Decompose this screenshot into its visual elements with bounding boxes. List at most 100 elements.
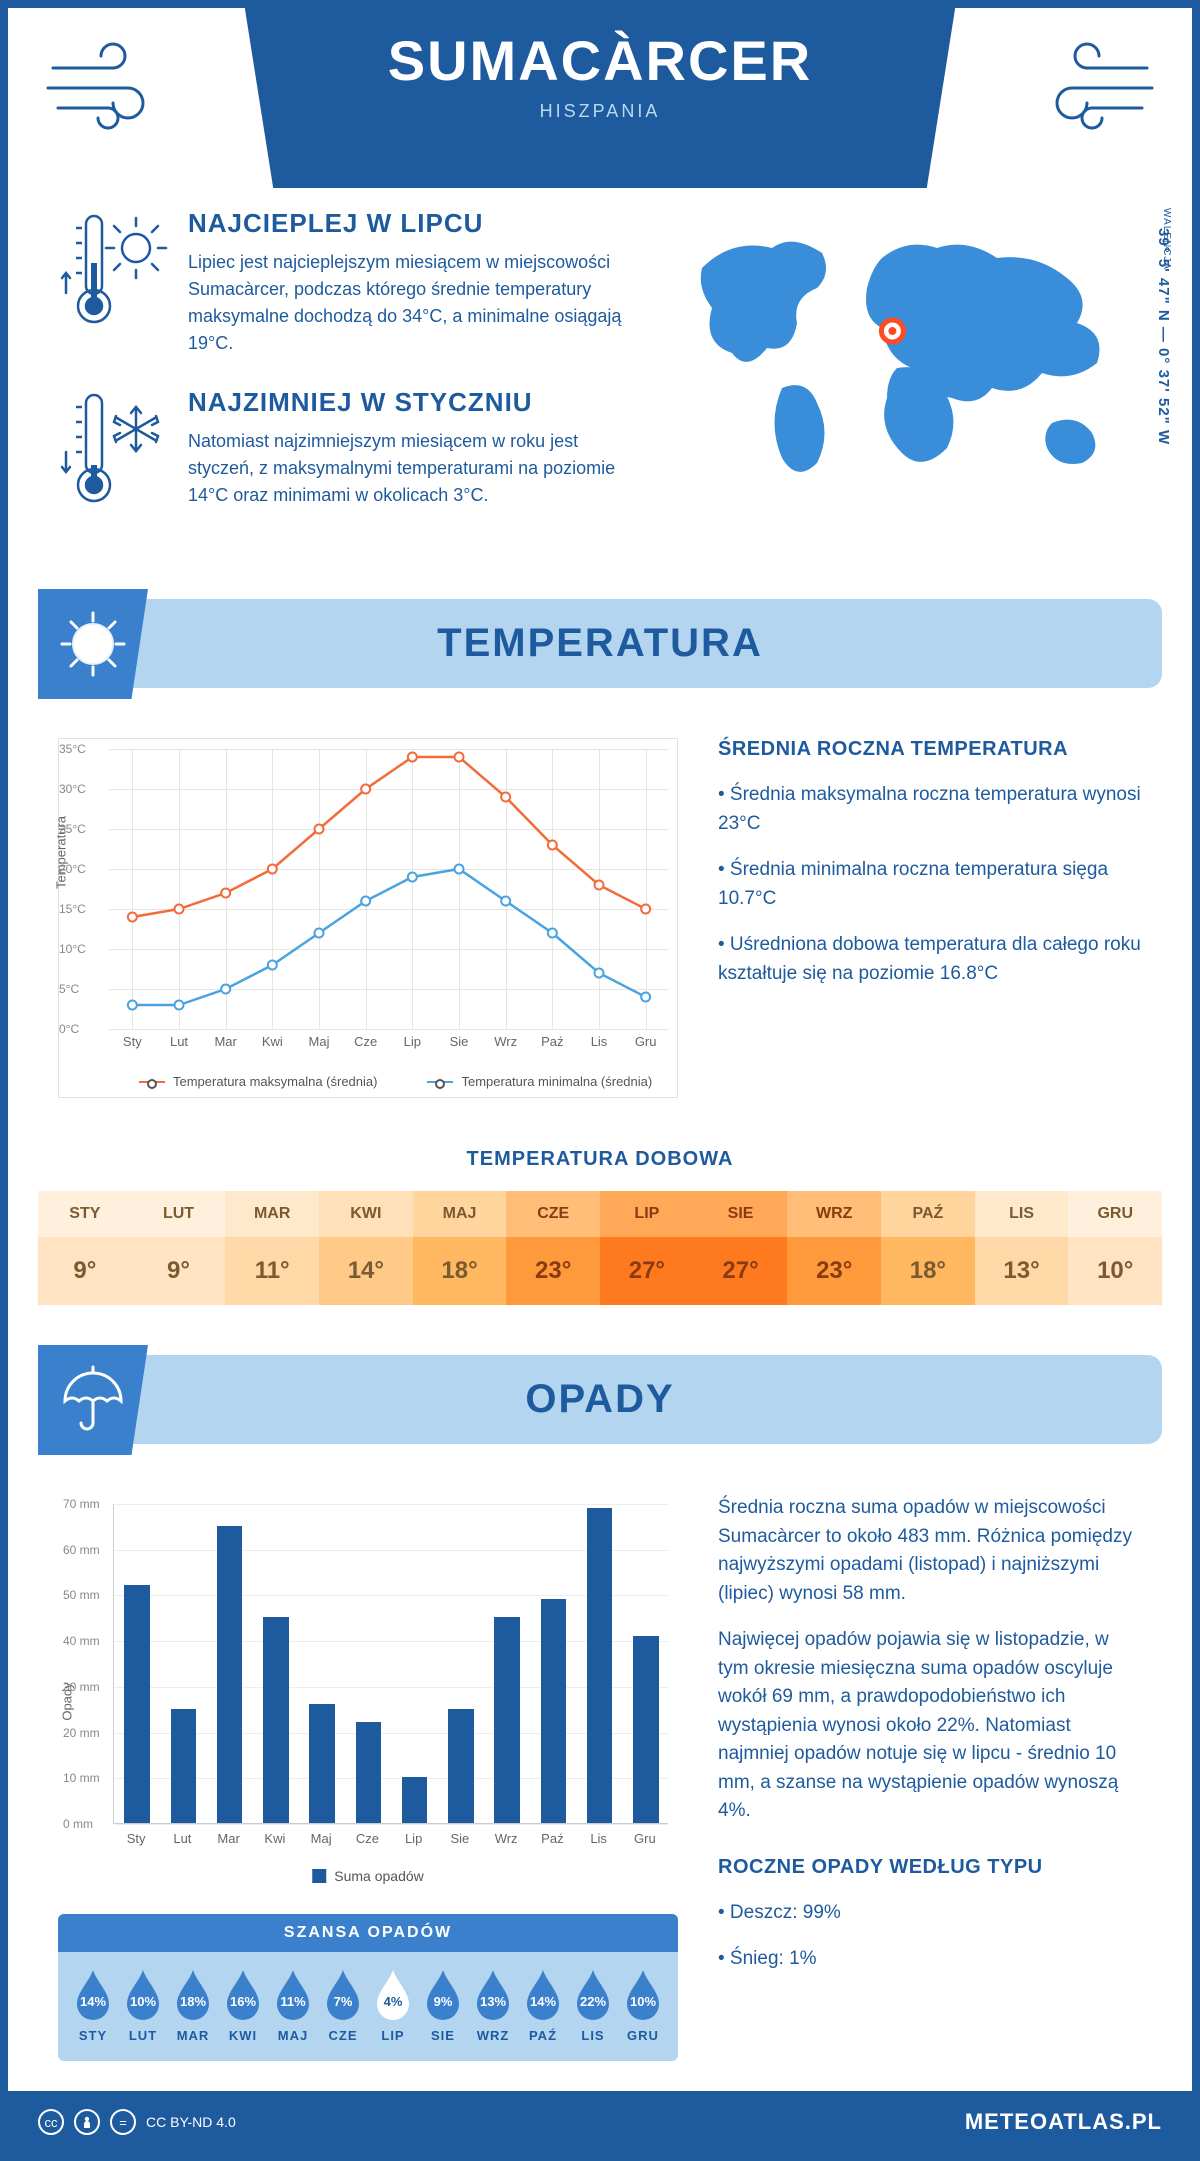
svg-text:10%: 10% <box>130 1994 156 2009</box>
daily-temp-value: 10° <box>1068 1237 1162 1305</box>
daily-month-label: MAR <box>225 1191 319 1237</box>
temp-xtick: Gru <box>635 1034 657 1049</box>
temp-xtick: Lip <box>404 1034 421 1049</box>
precip-ytick: 0 mm <box>63 1817 93 1831</box>
precip-summary-p1: Średnia roczna suma opadów w miejscowośc… <box>718 1494 1142 1608</box>
daily-temp-cell: KWI14° <box>319 1191 413 1305</box>
temp-summary-bullet: • Uśredniona dobowa temperatura dla całe… <box>718 931 1142 988</box>
raindrop-icon: 22% <box>573 1968 613 2020</box>
temp-xtick: Wrz <box>494 1034 517 1049</box>
thermometer-hot-icon <box>58 208 168 328</box>
precip-xtick: Lis <box>590 1831 607 1846</box>
nd-icon: = <box>110 2109 136 2135</box>
precip-bar <box>494 1617 519 1823</box>
daily-temp-value: 9° <box>38 1237 132 1305</box>
precip-ytick: 40 mm <box>63 1634 100 1648</box>
temp-xtick: Sty <box>123 1034 142 1049</box>
daily-temp-value: 14° <box>319 1237 413 1305</box>
precip-summary-p2: Najwięcej opadów pojawia się w listopadz… <box>718 1626 1142 1826</box>
daily-month-label: CZE <box>506 1191 600 1237</box>
coordinates: 39° 5' 47" N — 0° 37' 52" W <box>1155 228 1172 445</box>
country-name: HISZPANIA <box>245 101 955 122</box>
umbrella-icon <box>56 1363 130 1437</box>
daily-temp-cell: LIP27° <box>600 1191 694 1305</box>
rain-chance-cell: 16%KWI <box>218 1968 268 2043</box>
precip-ytick: 60 mm <box>63 1543 100 1557</box>
daily-temp-value: 27° <box>600 1237 694 1305</box>
sun-icon <box>58 609 128 679</box>
rain-chance-cell: 14%PAŹ <box>518 1968 568 2043</box>
cc-icon: cc <box>38 2109 64 2135</box>
precip-ytick: 30 mm <box>63 1680 100 1694</box>
rain-chance-title: SZANSA OPADÓW <box>58 1914 678 1952</box>
temperature-line-chart: Temperatura Temperatura maksymalna (śred… <box>58 738 678 1098</box>
precip-bar <box>171 1709 196 1823</box>
temperature-chart-row: Temperatura Temperatura maksymalna (śred… <box>8 708 1192 1128</box>
precipitation-chart-row: Opady Suma opadów 0 mm10 mm20 mm30 mm40 … <box>8 1464 1192 2091</box>
rain-chance-month: GRU <box>618 2028 668 2043</box>
wind-icon-left <box>43 38 173 138</box>
footer: cc = CC BY-ND 4.0 METEOATLAS.PL <box>8 2091 1192 2153</box>
daily-temp-value: 13° <box>975 1237 1069 1305</box>
precip-bar <box>633 1636 658 1823</box>
coldest-text: Natomiast najzimniejszym miesiącem w rok… <box>188 428 622 509</box>
daily-temp-value: 9° <box>132 1237 226 1305</box>
daily-temp-cell: STY9° <box>38 1191 132 1305</box>
daily-temp-cell: GRU10° <box>1068 1191 1162 1305</box>
daily-month-label: LUT <box>132 1191 226 1237</box>
infographic-container: SUMACÀRCER HISZPANIA <box>0 0 1200 2161</box>
daily-temp-cell: LUT9° <box>132 1191 226 1305</box>
daily-month-label: PAŹ <box>881 1191 975 1237</box>
temperature-section-banner: TEMPERATURA <box>38 599 1162 688</box>
precip-bar <box>541 1599 566 1823</box>
daily-temp-strip: STY9°LUT9°MAR11°KWI14°MAJ18°CZE23°LIP27°… <box>38 1191 1162 1305</box>
license-block: cc = CC BY-ND 4.0 <box>38 2109 236 2135</box>
rain-chance-month: STY <box>68 2028 118 2043</box>
svg-text:10%: 10% <box>630 1994 656 2009</box>
precip-xtick: Sty <box>127 1831 146 1846</box>
hottest-block: NAJCIEPLEJ W LIPCU Lipiec jest najcieple… <box>58 208 622 357</box>
daily-temp-cell: MAR11° <box>225 1191 319 1305</box>
world-map <box>662 208 1142 508</box>
temp-xtick: Mar <box>214 1034 236 1049</box>
temp-chart-legend: Temperatura maksymalna (średnia) Tempera… <box>139 1074 667 1089</box>
temp-xtick: Cze <box>354 1034 377 1049</box>
precip-bar <box>217 1526 242 1823</box>
daily-temp-cell: CZE23° <box>506 1191 600 1305</box>
coldest-title: NAJZIMNIEJ W STYCZNIU <box>188 387 622 418</box>
temperature-summary: ŚREDNIA ROCZNA TEMPERATURA • Średnia mak… <box>718 738 1142 1098</box>
temp-ytick: 15°C <box>59 902 86 916</box>
temp-ytick: 0°C <box>59 1022 79 1036</box>
daily-month-label: WRZ <box>787 1191 881 1237</box>
daily-temp-value: 18° <box>413 1237 507 1305</box>
rain-chance-cell: 7% CZE <box>318 1968 368 2043</box>
daily-temp-value: 11° <box>225 1237 319 1305</box>
temp-xtick: Kwi <box>262 1034 283 1049</box>
header: SUMACÀRCER HISZPANIA <box>8 8 1192 188</box>
raindrop-icon: 7% <box>323 1968 363 2020</box>
temp-summary-title: ŚREDNIA ROCZNA TEMPERATURA <box>718 738 1142 761</box>
precip-bar <box>124 1585 149 1823</box>
svg-text:14%: 14% <box>530 1994 556 2009</box>
by-icon <box>74 2109 100 2135</box>
rain-chance-month: WRZ <box>468 2028 518 2043</box>
precip-xtick: Kwi <box>264 1831 285 1846</box>
temp-ytick: 5°C <box>59 982 79 996</box>
daily-month-label: SIE <box>694 1191 788 1237</box>
raindrop-icon: 9% <box>423 1968 463 2020</box>
precipitation-section-banner: OPADY <box>38 1355 1162 1444</box>
precip-xtick: Sie <box>450 1831 469 1846</box>
temp-summary-bullet: • Średnia minimalna roczna temperatura s… <box>718 856 1142 913</box>
precip-types-title: ROCZNE OPADY WEDŁUG TYPU <box>718 1856 1142 1879</box>
precip-bar <box>448 1709 473 1823</box>
rain-chance-month: CZE <box>318 2028 368 2043</box>
sun-badge <box>38 589 148 699</box>
precipitation-summary: Średnia roczna suma opadów w miejscowośc… <box>718 1494 1142 2061</box>
rain-chance-cell: 14%STY <box>68 1968 118 2043</box>
legend-min: Temperatura minimalna (średnia) <box>461 1074 652 1089</box>
temp-ytick: 10°C <box>59 942 86 956</box>
rain-chance-month: SIE <box>418 2028 468 2043</box>
precip-xtick: Wrz <box>495 1831 518 1846</box>
rain-chance-month: MAJ <box>268 2028 318 2043</box>
daily-month-label: MAJ <box>413 1191 507 1237</box>
